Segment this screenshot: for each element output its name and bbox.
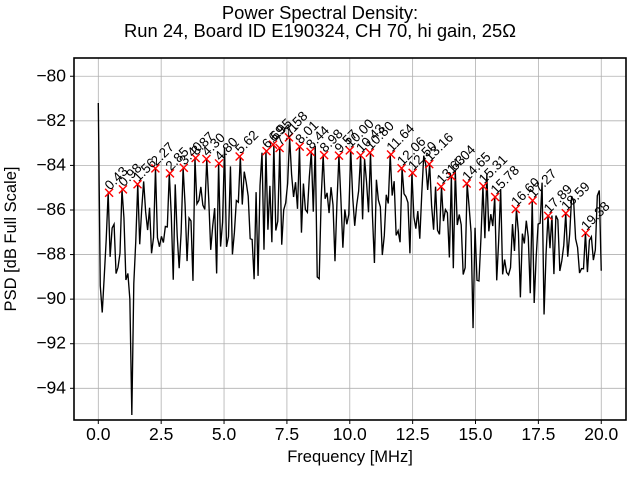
svg-text:Run 24, Board ID E190324, CH 7: Run 24, Board ID E190324, CH 70, hi gain… xyxy=(124,20,516,41)
svg-text:7.5: 7.5 xyxy=(275,424,299,444)
svg-text:PSD [dB Full Scale]: PSD [dB Full Scale] xyxy=(2,167,20,312)
svg-text:20.0: 20.0 xyxy=(584,424,618,444)
svg-text:−86: −86 xyxy=(36,199,66,219)
svg-text:−80: −80 xyxy=(36,65,66,85)
svg-text:17.5: 17.5 xyxy=(521,424,555,444)
svg-text:5.0: 5.0 xyxy=(212,424,237,444)
svg-text:−84: −84 xyxy=(36,154,66,174)
svg-text:−90: −90 xyxy=(36,288,66,308)
svg-text:−88: −88 xyxy=(36,244,66,264)
svg-text:Frequency [MHz]: Frequency [MHz] xyxy=(287,448,413,466)
svg-text:−92: −92 xyxy=(36,333,66,353)
svg-text:−82: −82 xyxy=(36,110,66,130)
svg-text:2.5: 2.5 xyxy=(149,424,173,444)
svg-text:−94: −94 xyxy=(36,377,66,397)
svg-text:0.0: 0.0 xyxy=(86,424,111,444)
svg-text:12.5: 12.5 xyxy=(396,424,430,444)
svg-text:15.0: 15.0 xyxy=(458,424,492,444)
svg-text:10.0: 10.0 xyxy=(333,424,367,444)
